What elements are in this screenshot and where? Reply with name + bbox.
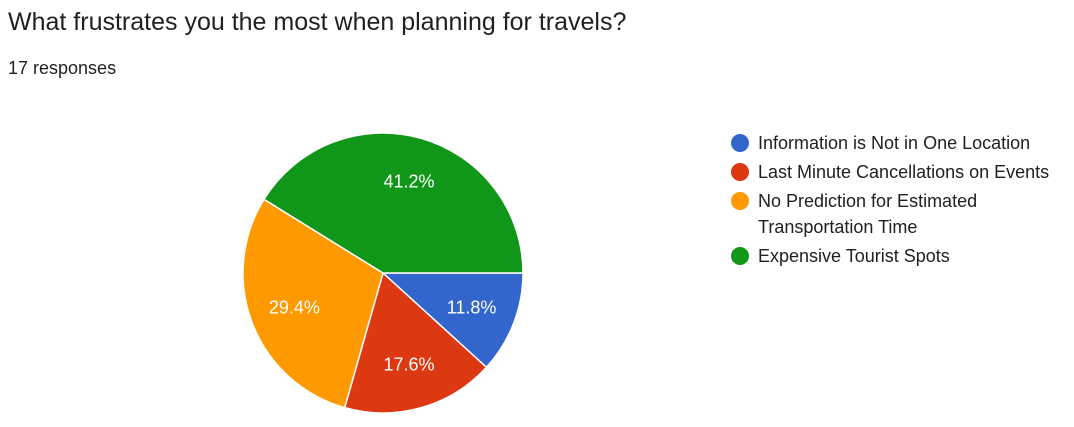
- legend-label: Expensive Tourist Spots: [758, 246, 950, 266]
- legend-dot-icon: [731, 192, 749, 210]
- pie-slice-4[interactable]: [262, 132, 524, 274]
- legend-dot-icon: [731, 134, 749, 152]
- legend-dot-icon: [731, 163, 749, 181]
- pie-slice-labels: 11.8% 17.6% 29.4% 41.2%: [269, 172, 497, 375]
- legend-item-3[interactable]: No Prediction for Estimated Transportati…: [731, 188, 1071, 240]
- pie-slice-label-3: 29.4%: [269, 297, 320, 317]
- legend-label: Information is Not in One Location: [758, 133, 1031, 153]
- legend-item-2[interactable]: Last Minute Cancellations on Events: [731, 159, 1071, 185]
- legend-item-4[interactable]: Expensive Tourist Spots: [731, 243, 1071, 269]
- legend-dot-icon: [731, 247, 749, 265]
- pie-slices: [242, 132, 524, 414]
- pie-slice-label-4: 41.2%: [383, 172, 434, 192]
- pie-slice-label-2: 17.6%: [383, 354, 434, 374]
- legend-label: No Prediction for Estimated Transportati…: [758, 191, 978, 237]
- pie-slice-2[interactable]: [343, 271, 488, 414]
- legend-item-1[interactable]: Information is Not in One Location: [731, 130, 1071, 156]
- pie-slice-1[interactable]: [381, 272, 524, 369]
- question-title: What frustrates you the most when planni…: [8, 8, 627, 36]
- chart-legend: Information is Not in One Location Last M…: [731, 130, 1071, 272]
- legend-label: Last Minute Cancellations on Events: [758, 162, 1050, 182]
- pie-slice-label-1: 11.8%: [447, 297, 497, 317]
- response-count: 17 responses: [8, 58, 117, 78]
